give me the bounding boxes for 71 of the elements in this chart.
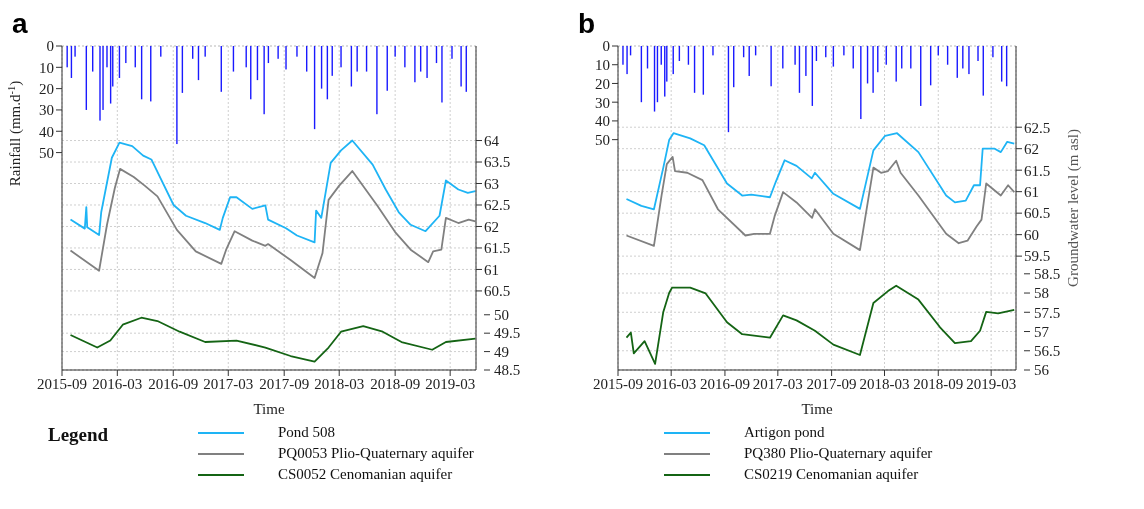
line-series: [69, 316, 476, 363]
y3-tick-label: 49: [494, 343, 509, 360]
y2-tick-label: 60.5: [484, 283, 511, 300]
x-tick-label: 2017-03: [752, 375, 803, 392]
y2-tick-label: 63.5: [484, 154, 511, 171]
x-tick-label: 2018-03: [859, 375, 910, 392]
y3-tick-label: 57.5: [1034, 304, 1061, 321]
x-axis-title: Time: [801, 401, 833, 417]
y2-tick-label: 59.5: [1024, 248, 1051, 265]
x-tick-label: 2019-03: [966, 375, 1017, 392]
y2-tick-label: 62.5: [1024, 119, 1051, 136]
y-tick-label: 0: [602, 38, 610, 55]
y2-tick-label: 62: [1024, 141, 1039, 158]
legend-label: Artigon pond: [744, 424, 825, 441]
line-series: [69, 168, 476, 279]
y2-tick-label: 62: [484, 218, 499, 235]
y3-tick-label: 49.5: [494, 325, 521, 342]
y3-tick-label: 58: [1034, 285, 1049, 302]
y3-tick-label: 48.5: [494, 362, 521, 379]
chart-title: b: [578, 8, 596, 40]
y2-tick-label: 64: [484, 132, 500, 149]
y2-tick-label: 61.5: [1024, 162, 1051, 179]
y3-tick-label: 58.5: [1034, 266, 1061, 283]
legend-label: PQ380 Plio-Quaternary aquifer: [744, 445, 933, 462]
y-tick-label: 50: [595, 131, 610, 148]
line-series: [625, 155, 1016, 252]
y2-tick-label: 60.5: [1024, 205, 1051, 222]
legend-title: Legend: [48, 424, 109, 445]
legend-label: PQ0053 Plio-Quaternary aquifer: [278, 445, 474, 462]
y2-tick-label: 62.5: [484, 197, 511, 214]
x-axis-title: Time: [253, 401, 285, 417]
y-tick-label: 30: [39, 102, 54, 119]
line-series: [625, 284, 1016, 365]
x-tick-label: 2015-09: [37, 375, 87, 392]
x-tick-label: 2018-09: [913, 375, 964, 392]
x-tick-label: 2017-09: [806, 375, 857, 392]
y2-tick-label: 61: [1024, 184, 1039, 200]
line-series: [625, 132, 1016, 211]
legend-label: CS0052 Cenomanian aquifer: [278, 466, 453, 483]
x-tick-label: 2017-09: [259, 375, 310, 392]
x-tick-label: 2016-09: [148, 375, 199, 392]
x-tick-label: 2016-09: [699, 375, 750, 392]
y3-tick-label: 56: [1034, 362, 1050, 379]
y2-axis-title: Groundwater level (m asl): [1065, 129, 1082, 287]
y-tick-label: 50: [39, 144, 54, 161]
x-tick-label: 2016-03: [92, 375, 143, 392]
y-tick-label: 20: [595, 75, 610, 92]
x-tick-label: 2016-03: [646, 375, 697, 392]
chart-title: a: [12, 8, 28, 40]
x-tick-label: 2019-03: [425, 375, 476, 392]
y-tick-label: 0: [46, 38, 54, 55]
y2-tick-label: 61: [484, 261, 499, 278]
y-tick-label: 10: [39, 59, 54, 76]
y3-tick-label: 50: [494, 307, 509, 324]
y-tick-label: 20: [39, 80, 54, 97]
y-tick-label: 40: [595, 113, 610, 130]
y3-tick-label: 56.5: [1034, 343, 1061, 360]
x-tick-label: 2015-09: [593, 375, 643, 392]
y-tick-label: 40: [39, 123, 54, 140]
y2-tick-label: 60: [1024, 226, 1039, 243]
y-tick-label: 30: [595, 94, 610, 111]
y-tick-label: 10: [595, 57, 610, 74]
y2-tick-label: 63: [484, 175, 499, 192]
x-tick-label: 2017-03: [203, 375, 254, 392]
legend-label: Pond 508: [278, 424, 336, 441]
line-series: [69, 139, 476, 244]
y2-tick-label: 61.5: [484, 240, 511, 257]
legend-label: CS0219 Cenomanian aquifer: [744, 466, 919, 483]
x-tick-label: 2018-09: [370, 375, 421, 392]
x-tick-label: 2018-03: [314, 375, 365, 392]
y3-tick-label: 57: [1034, 323, 1050, 340]
